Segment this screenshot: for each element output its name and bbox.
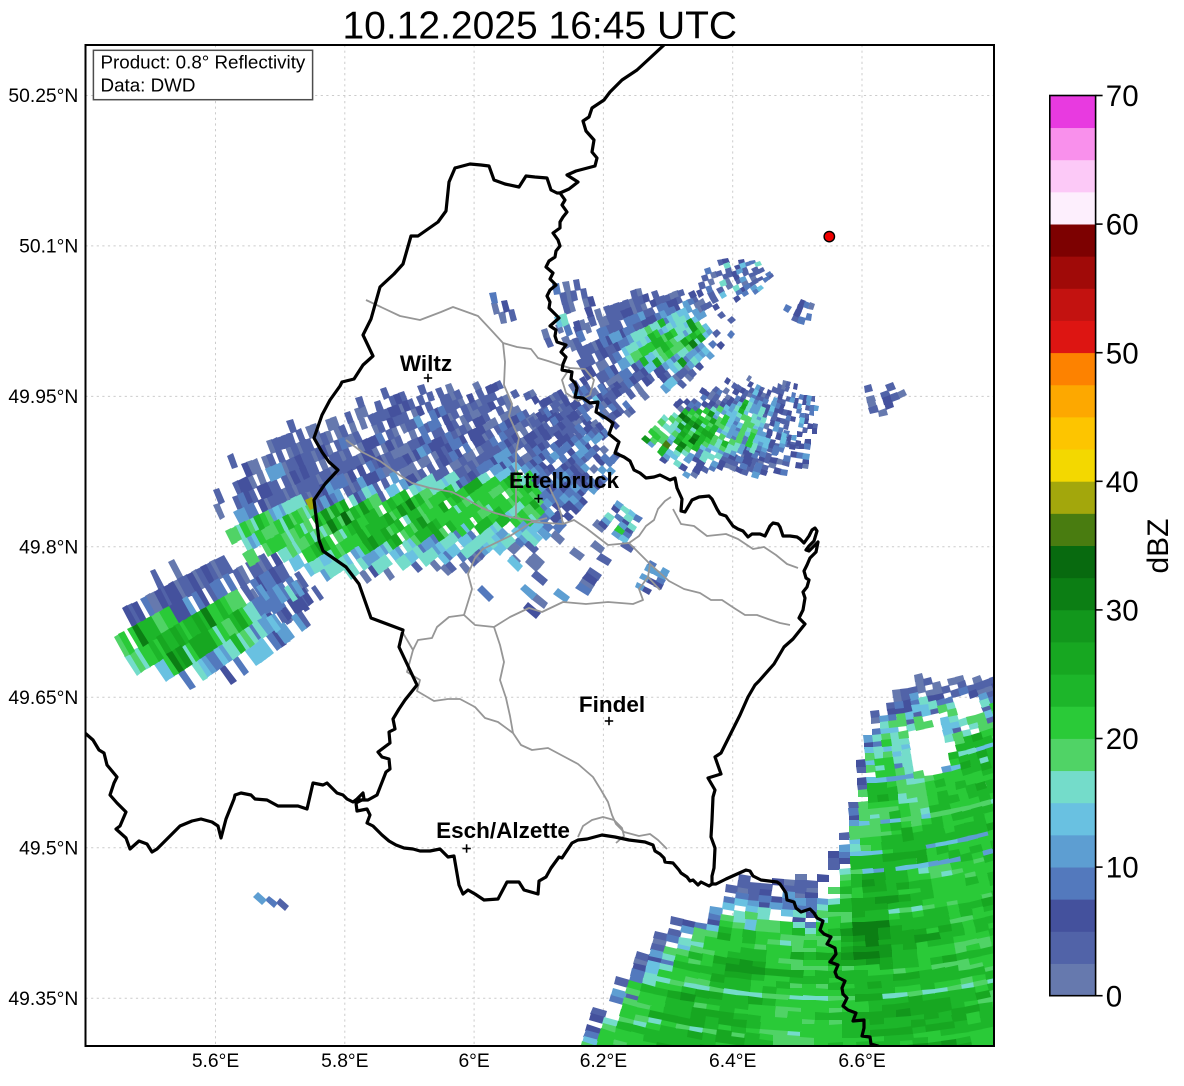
svg-text:50.25°N: 50.25°N <box>8 86 78 107</box>
svg-text:49.35°N: 49.35°N <box>8 989 78 1010</box>
svg-text:60: 60 <box>1106 209 1139 242</box>
svg-text:6°E: 6°E <box>458 1051 489 1072</box>
svg-text:49.95°N: 49.95°N <box>8 387 78 408</box>
svg-text:20: 20 <box>1106 723 1139 756</box>
svg-text:Product: 0.8° Reflectivity: Product: 0.8° Reflectivity <box>101 52 306 73</box>
svg-text:10: 10 <box>1106 852 1139 885</box>
svg-text:49.5°N: 49.5°N <box>19 838 78 859</box>
svg-text:dBZ: dBZ <box>1142 518 1175 573</box>
svg-text:Esch/Alzette: Esch/Alzette <box>436 818 570 843</box>
svg-text:50.1°N: 50.1°N <box>19 237 78 258</box>
svg-text:5.6°E: 5.6°E <box>192 1051 240 1072</box>
svg-text:Data: DWD: Data: DWD <box>101 75 196 96</box>
svg-text:6.4°E: 6.4°E <box>709 1051 757 1072</box>
svg-text:30: 30 <box>1106 595 1139 628</box>
svg-text:6.6°E: 6.6°E <box>838 1051 886 1072</box>
svg-text:50: 50 <box>1106 337 1139 370</box>
svg-text:Wiltz: Wiltz <box>400 351 452 376</box>
svg-text:5.8°E: 5.8°E <box>321 1051 369 1072</box>
svg-text:70: 70 <box>1106 80 1139 113</box>
svg-text:49.65°N: 49.65°N <box>8 688 78 709</box>
svg-text:10.12.2025 16:45 UTC: 10.12.2025 16:45 UTC <box>342 4 737 47</box>
svg-text:Ettelbruck: Ettelbruck <box>509 468 620 493</box>
svg-text:Findel: Findel <box>579 692 645 717</box>
svg-text:6.2°E: 6.2°E <box>580 1051 628 1072</box>
svg-text:0: 0 <box>1106 980 1122 1013</box>
svg-text:40: 40 <box>1106 466 1139 499</box>
svg-text:49.8°N: 49.8°N <box>19 538 78 559</box>
